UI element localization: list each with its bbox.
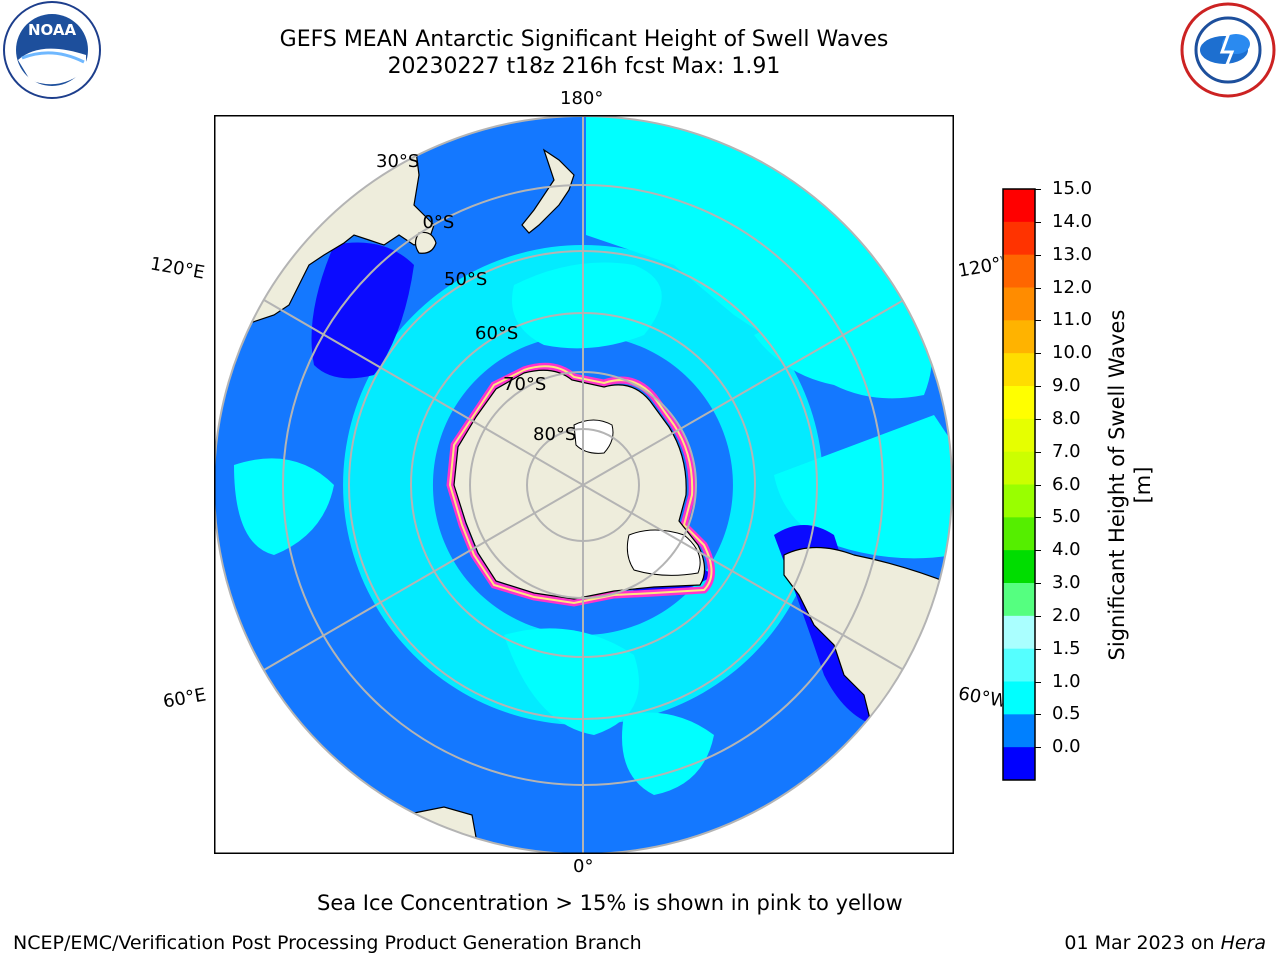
lat-label-50s: 50°S	[444, 269, 488, 290]
colorbar-tick-mark	[1035, 550, 1041, 552]
colorbar-tick-label: 4.0	[1052, 539, 1081, 561]
colorbar-tick-label: 5.0	[1052, 506, 1081, 528]
noaa-logo: NOAA	[3, 1, 101, 99]
colorbar-tick-mark	[1035, 353, 1041, 355]
lon-label-120e: 120°E	[148, 253, 207, 284]
colorbar-tick-mark	[1035, 615, 1041, 617]
swell-region-east	[774, 415, 952, 559]
colorbar-tick-mark	[1035, 418, 1041, 420]
lat-label-80s: 80°S	[533, 424, 577, 445]
colorbar-tick-mark	[1035, 221, 1041, 223]
polar-map	[214, 115, 954, 854]
colorbar-tick-mark	[1035, 287, 1041, 289]
colorbar-tick-label: 6.0	[1052, 473, 1081, 495]
colorbar-cell	[1003, 418, 1035, 453]
lon-label-60e: 60°E	[161, 684, 208, 713]
colorbar-tick-label: 2.0	[1052, 604, 1081, 626]
lon-label-0: 0°	[573, 856, 594, 877]
colorbar-tick-mark	[1035, 386, 1041, 387]
colorbar-tick-label: 11.0	[1052, 309, 1093, 331]
swell-region-south-atlantic-2	[622, 712, 714, 795]
colorbar-cell	[1003, 550, 1035, 584]
lon-label-120w: 120°W	[956, 254, 1005, 282]
colorbar-cell	[1003, 189, 1035, 223]
land-new-zealand	[521, 148, 575, 234]
colorbar-cell	[1003, 484, 1035, 518]
colorbar-cell	[1003, 287, 1035, 321]
swell-region-pacific-east	[754, 303, 932, 399]
colorbar-tick-mark	[1035, 583, 1041, 584]
colorbar-cell	[1003, 615, 1035, 650]
colorbar-tick-label: 9.0	[1052, 375, 1081, 396]
lon-label-180: 180°	[560, 88, 604, 109]
lat-label-70s: 70°S	[503, 374, 547, 395]
colorbar-tick-mark	[1035, 681, 1041, 683]
meridian-lines	[214, 116, 952, 854]
colorbar-tick-label: 7.0	[1052, 440, 1081, 462]
colorbar-tick-mark	[1035, 189, 1041, 190]
footer-date: 01 Mar 2023 on Hera	[1064, 932, 1266, 954]
colorbar-cell	[1003, 714, 1035, 748]
swell-region-southern-ring	[343, 245, 824, 726]
footer-machine: Hera	[1220, 932, 1266, 954]
colorbar-tick-label: 10.0	[1052, 342, 1093, 364]
lat-label-30s: 30°S	[376, 151, 420, 172]
colorbar-tick-mark	[1035, 451, 1041, 453]
colorbar-cell	[1003, 254, 1035, 288]
colorbar-tick-mark	[1035, 254, 1041, 256]
noaa-logo-text: NOAA	[28, 21, 77, 39]
colorbar-cell	[1003, 353, 1035, 387]
colorbar-tick-mark	[1035, 714, 1041, 716]
land-tasmania	[414, 231, 437, 254]
colorbar-cell	[1003, 386, 1035, 420]
colorbar-label: Significant Height of Swell Waves [m]	[1105, 309, 1155, 661]
lat-label-40s: 40°S	[411, 212, 455, 233]
sea-ice-edge-yellow	[448, 365, 713, 605]
footer-date-text: 01 Mar 2023 on	[1064, 932, 1221, 954]
colorbar-tick-label: 12.0	[1052, 276, 1093, 298]
colorbar-cell	[1003, 747, 1035, 781]
colorbar-cell	[1003, 648, 1035, 682]
sea-ice-note: Sea Ice Concentration > 15% is shown in …	[317, 891, 903, 915]
footer-credit: NCEP/EMC/Verification Post Processing Pr…	[13, 932, 642, 954]
colorbar-tick-label: 1.0	[1052, 670, 1081, 692]
colorbar	[1002, 188, 1036, 781]
colorbar-tick-mark	[1035, 484, 1041, 486]
colorbar-tick-label: 1.5	[1052, 637, 1081, 659]
swell-low-australia	[311, 242, 414, 379]
colorbar-tick-label: 3.0	[1052, 572, 1081, 593]
colorbar-cell	[1003, 681, 1035, 715]
colorbar-cell	[1003, 583, 1035, 617]
colorbar-cell	[1003, 221, 1035, 256]
ice-shelf-ross	[573, 419, 614, 454]
colorbar-tick-mark	[1035, 517, 1041, 519]
chart-subtitle: 20230227 t18z 216h fcst Max: 1.91	[387, 54, 781, 79]
lat-label-60s: 60°S	[475, 323, 519, 344]
colorbar-tick-mark	[1035, 747, 1041, 749]
colorbar-tick-label: 14.0	[1052, 210, 1093, 232]
colorbar-tick-label: 0.5	[1052, 703, 1081, 725]
chart-title: GEFS MEAN Antarctic Significant Height o…	[279, 27, 889, 52]
nws-logo	[1180, 2, 1276, 98]
colorbar-cell	[1003, 517, 1035, 551]
colorbar-tick-label: 0.0	[1052, 736, 1081, 758]
lon-label-60w: 60°W	[956, 684, 1005, 712]
colorbar-tick-label: 15.0	[1052, 178, 1093, 199]
colorbar-cell	[1003, 320, 1035, 354]
colorbar-cell	[1003, 451, 1035, 485]
colorbar-tick-label: 13.0	[1052, 243, 1093, 265]
colorbar-tick-mark	[1035, 648, 1041, 650]
colorbar-tick-label: 8.0	[1052, 407, 1081, 429]
colorbar-tick-mark	[1035, 320, 1041, 322]
